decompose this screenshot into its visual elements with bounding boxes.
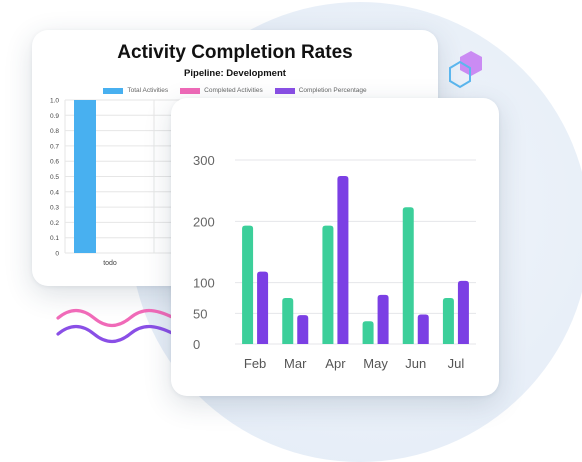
monthly-bar-plot: 0 50 100 200 300 Feb Mar Apr May Jun Jul <box>193 153 476 371</box>
y-tick-label: 0.9 <box>50 113 59 120</box>
legend-label-completed: Completed Activities <box>204 87 263 94</box>
bar-green <box>402 207 414 344</box>
pink-wave <box>56 308 176 328</box>
monthly-bar-chart-card: 0 50 100 200 300 Feb Mar Apr May Jun Jul <box>171 98 499 396</box>
x-tick-label: May <box>363 356 388 371</box>
legend-swatch-completed <box>180 87 201 94</box>
bar-green <box>322 225 334 344</box>
bar-purple <box>337 175 349 344</box>
chart-legend: Total Activities Completed Activities Co… <box>32 87 438 94</box>
y-tick-label: 50 <box>193 306 207 321</box>
legend-label-percentage: Completion Percentage <box>298 87 367 94</box>
x-tick-label: Jun <box>405 356 426 371</box>
bar-green <box>242 225 254 344</box>
x-tick-label: Apr <box>325 356 346 371</box>
bar-purple <box>457 280 469 344</box>
bar-purple <box>257 271 269 344</box>
x-tick-label: Mar <box>284 356 307 371</box>
purple-wave <box>56 324 176 344</box>
y-tick-label: 0 <box>55 251 59 258</box>
y-tick-label: 200 <box>193 214 215 229</box>
y-tick-label: 1.0 <box>50 98 59 105</box>
y-tick-label: 0.8 <box>50 128 59 135</box>
y-tick-label: 0.7 <box>50 143 59 150</box>
y-tick-label: 0.6 <box>50 159 59 166</box>
purple-hexagon <box>460 51 482 76</box>
chart-subtitle: Pipeline: Development <box>184 68 286 79</box>
y-tick-label: 0.4 <box>50 189 59 196</box>
y-tick-label: 0.3 <box>50 205 59 212</box>
bar-purple <box>417 314 429 344</box>
bar-green <box>282 298 294 344</box>
chart-title: Activity Completion Rates <box>117 42 353 63</box>
y-tick-label: 0.5 <box>50 174 59 181</box>
y-tick-label: 100 <box>193 276 215 291</box>
legend-swatch-total <box>103 87 124 94</box>
bar-green <box>442 298 454 344</box>
decorative-waves <box>56 308 176 344</box>
bar-green <box>362 321 374 344</box>
decorative-hexagons <box>449 51 482 89</box>
bar-purple <box>297 315 309 344</box>
x-tick-label: todo <box>103 260 117 267</box>
y-tick-label: 0.2 <box>50 220 59 227</box>
legend-swatch-percentage <box>274 87 295 94</box>
y-tick-label: 300 <box>193 153 215 168</box>
legend-item-completed[interactable]: Completed Activities <box>180 87 263 94</box>
bar-purple <box>377 294 389 344</box>
legend-item-total[interactable]: Total Activities <box>103 87 168 94</box>
legend-label-total: Total Activities <box>127 87 169 94</box>
x-tick-label: Jul <box>448 356 465 371</box>
y-tick-label: 0 <box>193 337 200 352</box>
bar-total-activities <box>74 100 96 253</box>
blue-hexagon <box>449 60 471 89</box>
legend-item-percentage[interactable]: Completion Percentage <box>274 87 367 94</box>
x-tick-label: Feb <box>244 356 266 371</box>
y-tick-label: 0.1 <box>50 235 59 242</box>
